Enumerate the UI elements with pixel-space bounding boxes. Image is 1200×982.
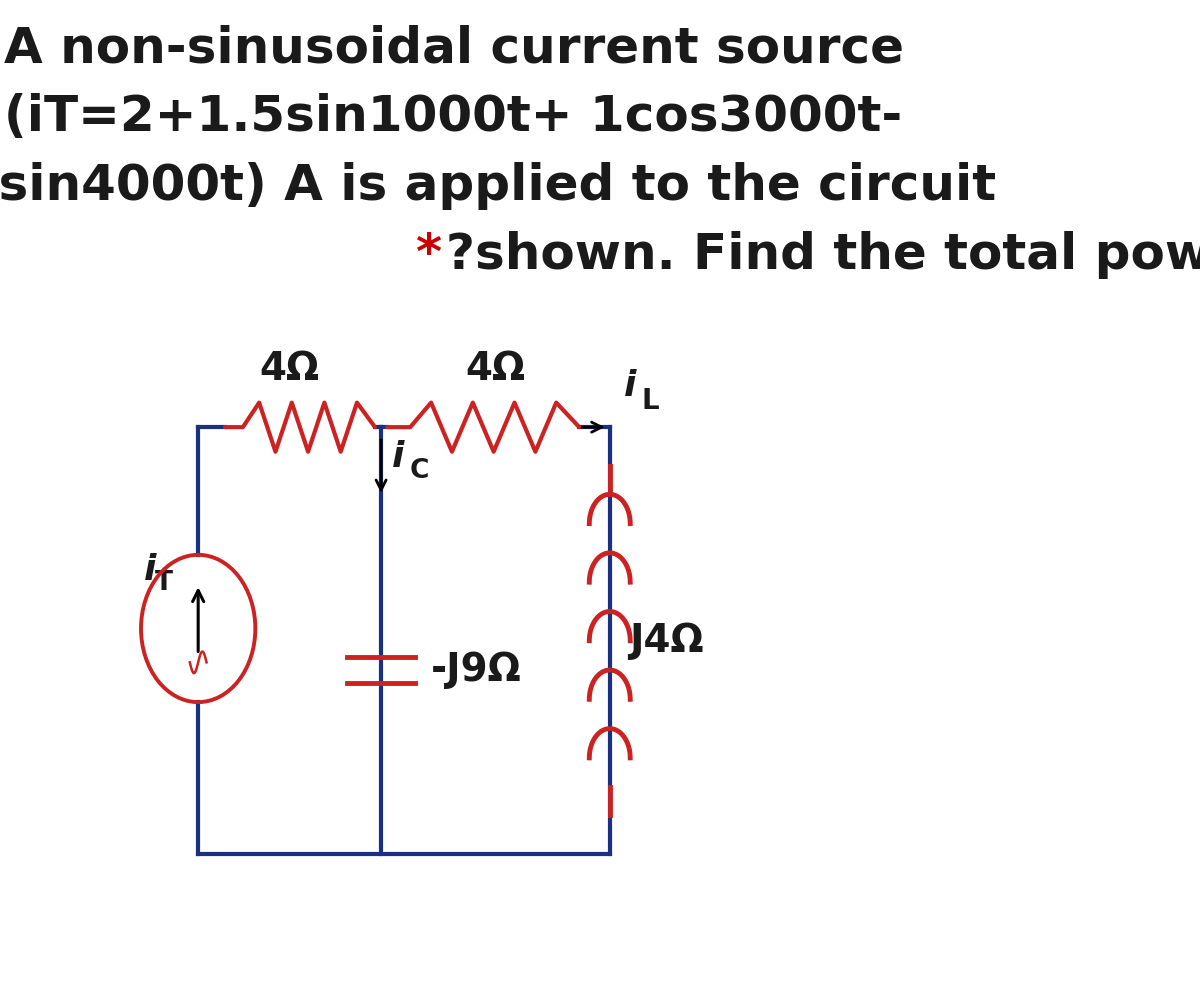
Text: i: i bbox=[624, 368, 636, 403]
Text: 4Ω: 4Ω bbox=[466, 350, 526, 388]
Text: *: * bbox=[415, 231, 442, 279]
Text: ?shown. Find the total power: ?shown. Find the total power bbox=[446, 231, 1200, 279]
Text: T: T bbox=[155, 571, 173, 596]
Text: (iT=2+1.5sin1000t+ 1cos3000t-: (iT=2+1.5sin1000t+ 1cos3000t- bbox=[5, 93, 902, 141]
Text: J4Ω: J4Ω bbox=[629, 622, 703, 660]
Text: A non-sinusoidal current source: A non-sinusoidal current source bbox=[4, 25, 904, 73]
Text: C: C bbox=[410, 459, 430, 484]
Text: 4Ω: 4Ω bbox=[259, 350, 319, 388]
Text: i: i bbox=[391, 440, 404, 473]
Text: i: i bbox=[144, 553, 156, 586]
Text: -J9Ω: -J9Ω bbox=[431, 651, 521, 689]
Text: L: L bbox=[642, 387, 659, 415]
Text: 0.5sin4000t) A is applied to the circuit: 0.5sin4000t) A is applied to the circuit bbox=[0, 162, 996, 210]
